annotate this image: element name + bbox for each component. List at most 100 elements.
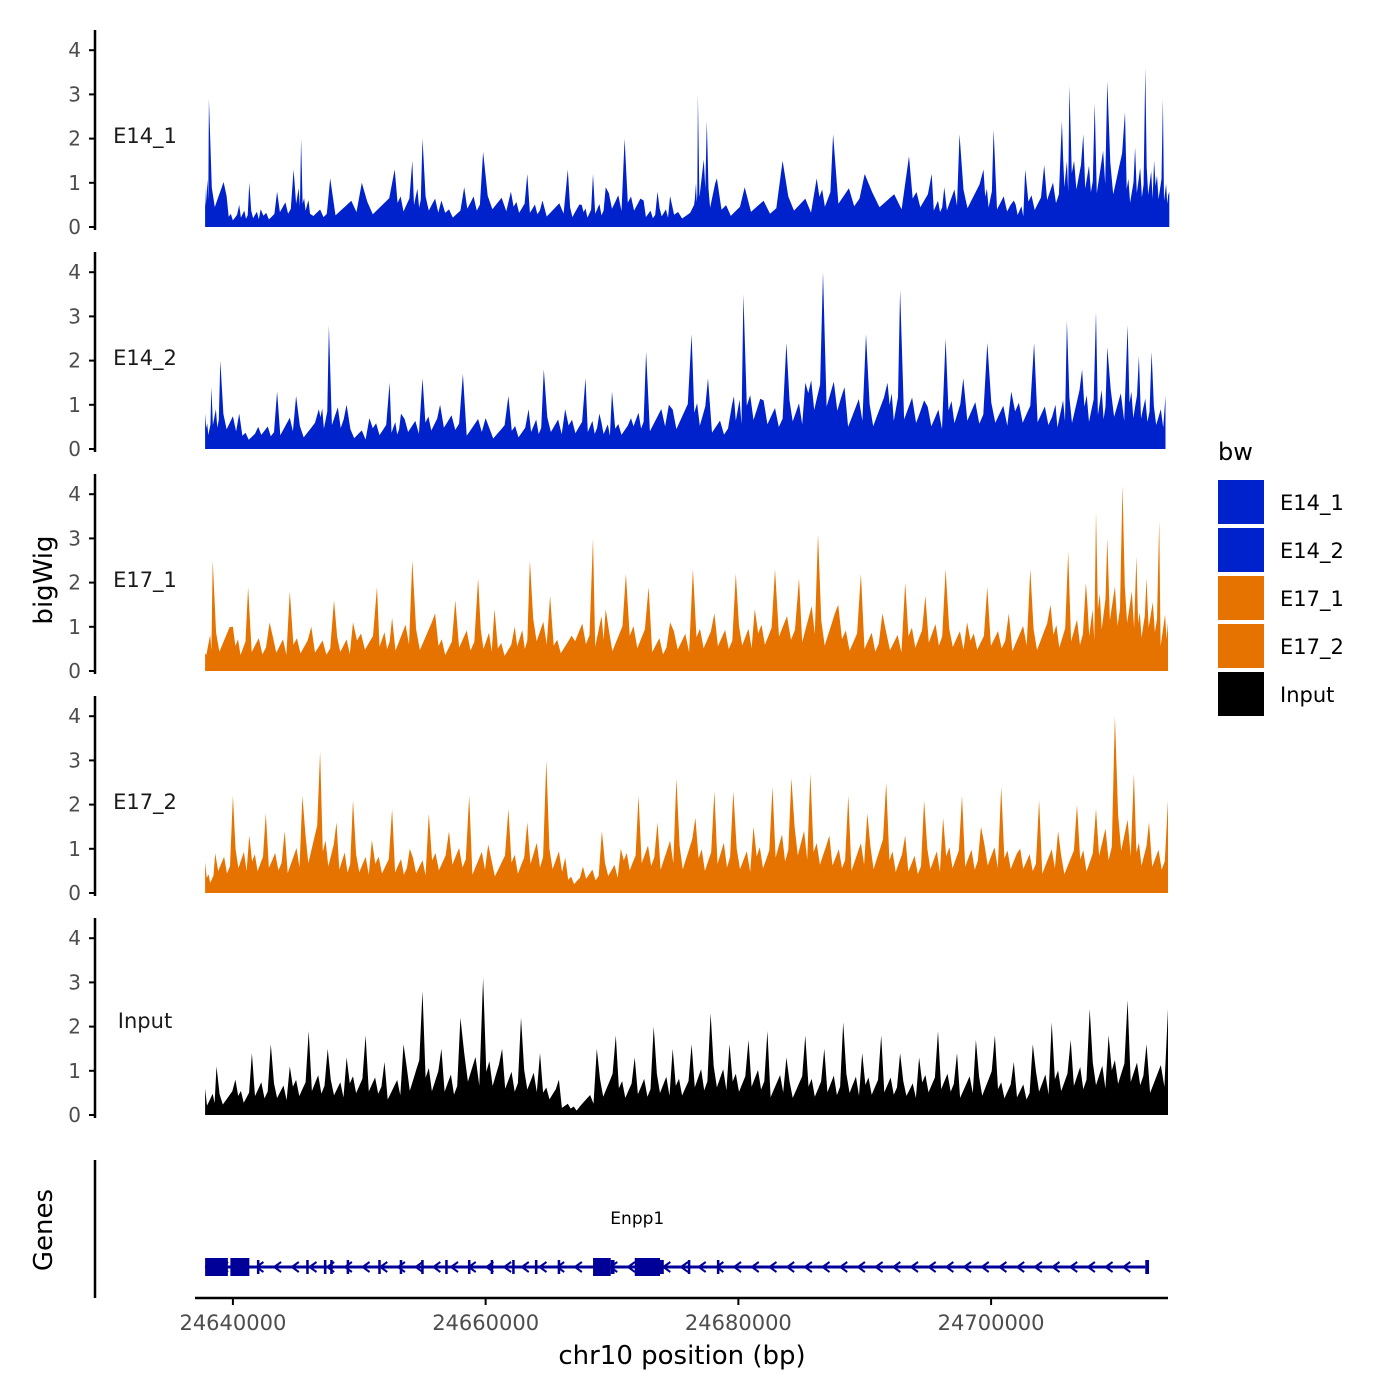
strand-arrow bbox=[413, 1261, 424, 1273]
strand-arrow bbox=[997, 1261, 1008, 1273]
legend-swatch-e17_1 bbox=[1218, 576, 1264, 620]
y-tick-label: 0 bbox=[68, 881, 81, 905]
y-tick-label: 3 bbox=[68, 526, 81, 550]
x-axis-title: chr10 position (bp) bbox=[558, 1341, 805, 1371]
strand-arrow bbox=[714, 1261, 724, 1273]
y-tick-label: 4 bbox=[68, 38, 81, 62]
strand-arrow bbox=[360, 1261, 371, 1273]
x-tick-label: 24660000 bbox=[432, 1311, 539, 1335]
gene-exon bbox=[421, 1260, 424, 1274]
y-tick-label: 2 bbox=[68, 127, 81, 151]
gene-name-label: Enpp1 bbox=[610, 1209, 664, 1229]
legend-label-e17_1: E17_1 bbox=[1280, 587, 1344, 612]
panel-label: E17_2 bbox=[113, 790, 177, 815]
strand-arrow bbox=[909, 1261, 919, 1273]
x-tick-label: 24640000 bbox=[179, 1311, 286, 1335]
gene-exon bbox=[378, 1260, 381, 1274]
y-tick-label: 2 bbox=[68, 571, 81, 595]
gene-exon bbox=[346, 1260, 350, 1274]
signal-area-e14_2 bbox=[205, 272, 1166, 449]
legend-swatch-e14_2 bbox=[1218, 528, 1264, 572]
strand-arrow bbox=[696, 1261, 707, 1273]
gene-track: Enpp1 bbox=[93, 1160, 1150, 1298]
strand-arrow bbox=[626, 1261, 636, 1273]
x-tick-label: 24680000 bbox=[685, 1311, 792, 1335]
strand-arrow bbox=[1086, 1261, 1096, 1273]
strand-arrow bbox=[272, 1261, 282, 1273]
strand-arrow bbox=[290, 1261, 300, 1273]
legend-swatch-e17_2 bbox=[1218, 624, 1264, 668]
signal-area-e17_2 bbox=[205, 716, 1169, 893]
panel-label: Input bbox=[118, 1009, 172, 1033]
strand-arrow bbox=[343, 1261, 353, 1273]
panel-label: E14_2 bbox=[113, 346, 177, 371]
strand-arrow bbox=[449, 1261, 459, 1273]
strand-arrow bbox=[820, 1261, 831, 1273]
legend-label-e17_2: E17_2 bbox=[1280, 635, 1344, 660]
y-tick-label: 0 bbox=[68, 215, 81, 239]
gene-exon bbox=[660, 1260, 664, 1274]
strand-arrow bbox=[1015, 1261, 1025, 1273]
strand-arrow bbox=[926, 1261, 937, 1273]
panel-label: E14_1 bbox=[113, 124, 177, 149]
y-tick-label: 2 bbox=[68, 1015, 81, 1039]
strand-arrow bbox=[537, 1261, 548, 1273]
track-panel-e17_1: 0 1 2 3 4 E17_1 bbox=[68, 474, 1169, 683]
strand-arrow bbox=[980, 1261, 990, 1273]
gene-exon bbox=[306, 1260, 309, 1274]
signal-area-e14_1 bbox=[205, 67, 1170, 228]
gene-exon bbox=[512, 1260, 515, 1274]
gene-exon bbox=[445, 1260, 448, 1274]
gene-exon bbox=[399, 1260, 403, 1274]
legend-title: bw bbox=[1218, 438, 1253, 466]
y-tick-label: 0 bbox=[68, 659, 81, 683]
gene-exon bbox=[323, 1260, 327, 1274]
legend-label-input: Input bbox=[1280, 683, 1334, 707]
y-tick-label: 1 bbox=[68, 171, 81, 195]
gene-exon bbox=[610, 1260, 615, 1274]
y-tick-label: 4 bbox=[68, 482, 81, 506]
gene-exon bbox=[467, 1260, 471, 1274]
track-panel-e17_2: 0 1 2 3 4 E17_2 bbox=[68, 696, 1169, 905]
y-tick-label: 4 bbox=[68, 926, 81, 950]
strand-arrow bbox=[944, 1261, 954, 1273]
strand-arrow bbox=[573, 1261, 583, 1273]
legend-label-e14_1: E14_1 bbox=[1280, 491, 1344, 516]
strand-arrow bbox=[520, 1261, 530, 1273]
gene-exon bbox=[256, 1260, 260, 1274]
strand-arrow bbox=[750, 1261, 760, 1273]
y-tick-label: 3 bbox=[68, 748, 81, 772]
y-tick-label: 1 bbox=[68, 615, 81, 639]
strand-arrow bbox=[1033, 1261, 1043, 1273]
gene-exon bbox=[534, 1260, 538, 1274]
strand-arrow bbox=[1068, 1261, 1078, 1273]
gene-exon bbox=[716, 1260, 720, 1274]
gene-exon bbox=[557, 1260, 561, 1274]
y-tick-label: 2 bbox=[68, 349, 81, 373]
gene-exon bbox=[230, 1258, 250, 1276]
legend-swatch-e14_1 bbox=[1218, 480, 1264, 524]
track-panel-input: 0 1 2 3 4 Input bbox=[68, 918, 1169, 1127]
gene-exon bbox=[205, 1258, 228, 1276]
track-panel-e14_1: 0 1 2 3 4 E14_1 bbox=[68, 30, 1170, 239]
y-tick-label: 3 bbox=[68, 970, 81, 994]
strand-arrow bbox=[785, 1261, 795, 1273]
gene-exon bbox=[330, 1260, 333, 1274]
y-tick-label: 2 bbox=[68, 793, 81, 817]
signal-area-e17_1 bbox=[205, 485, 1169, 671]
y-tick-label: 1 bbox=[68, 393, 81, 417]
strand-arrow bbox=[555, 1261, 565, 1273]
signal-area-input bbox=[205, 978, 1169, 1115]
strand-arrow bbox=[873, 1261, 884, 1273]
strand-arrow bbox=[856, 1261, 866, 1273]
gene-exon bbox=[593, 1258, 611, 1276]
genes-track-label: Genes bbox=[29, 1189, 59, 1271]
strand-arrow bbox=[1121, 1261, 1131, 1273]
gene-exon bbox=[687, 1260, 691, 1274]
y-tick-label: 3 bbox=[68, 304, 81, 328]
strand-arrow bbox=[396, 1261, 406, 1273]
strand-arrow bbox=[767, 1261, 778, 1273]
strand-arrow bbox=[732, 1261, 742, 1273]
y-tick-label: 0 bbox=[68, 1103, 81, 1127]
